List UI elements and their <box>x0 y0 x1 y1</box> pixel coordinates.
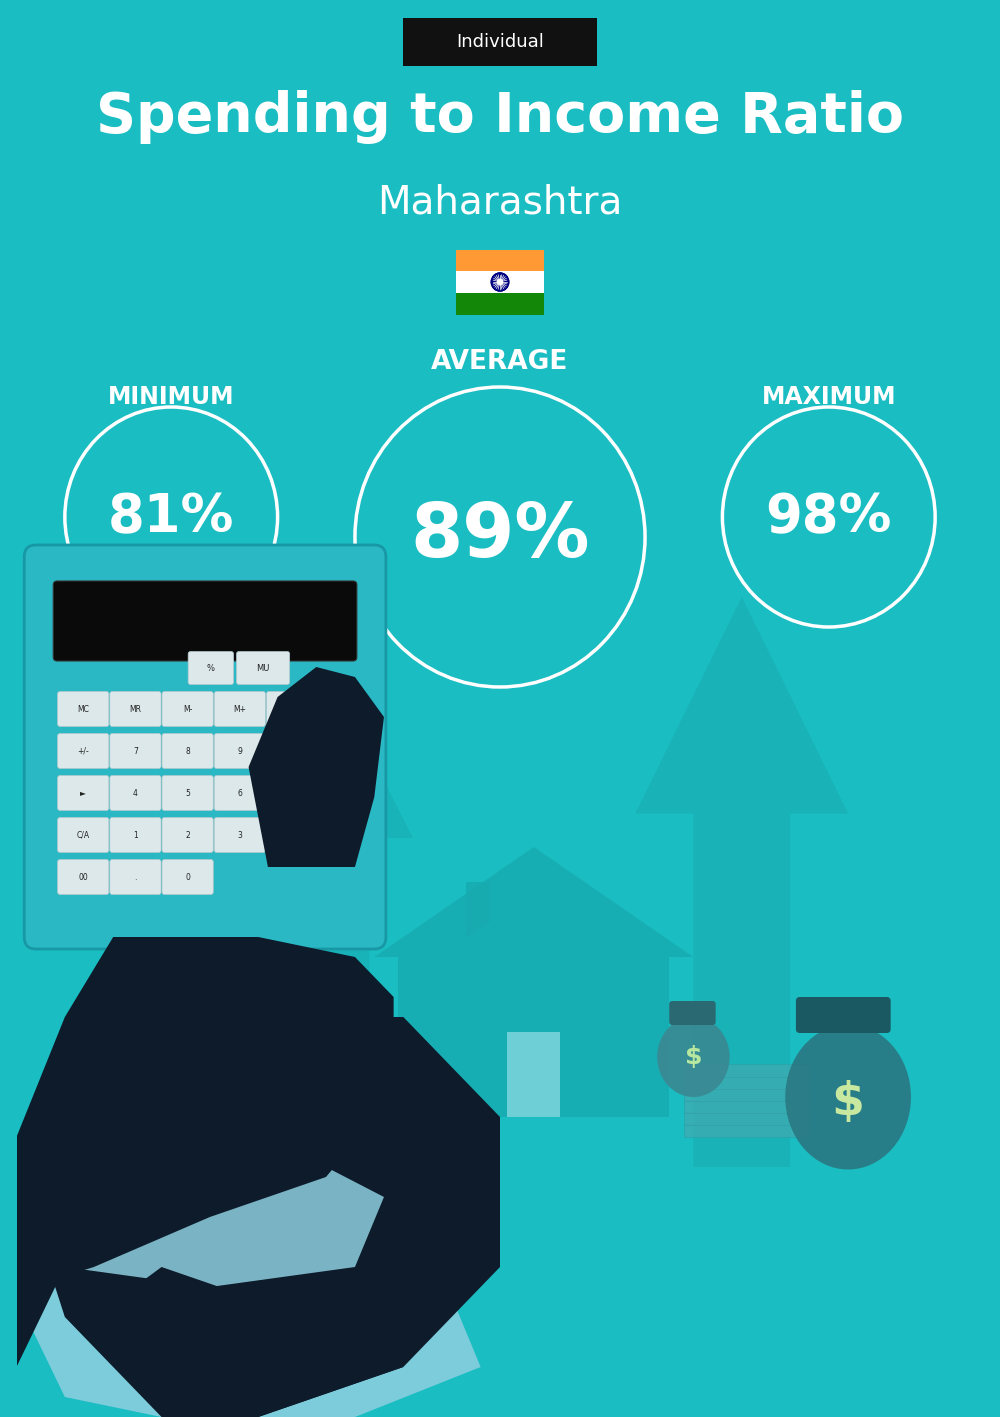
Text: 8: 8 <box>185 747 190 755</box>
FancyBboxPatch shape <box>266 734 318 768</box>
Text: MINIMUM: MINIMUM <box>108 385 234 410</box>
Text: 89%: 89% <box>410 500 590 574</box>
FancyBboxPatch shape <box>110 775 161 811</box>
FancyBboxPatch shape <box>214 734 266 768</box>
Text: -: - <box>291 788 293 798</box>
Text: AVERAGE: AVERAGE <box>431 349 569 376</box>
FancyBboxPatch shape <box>53 581 357 660</box>
FancyBboxPatch shape <box>58 734 109 768</box>
Polygon shape <box>94 1267 403 1417</box>
Text: M+: M+ <box>233 704 246 714</box>
FancyBboxPatch shape <box>110 860 161 894</box>
Text: MU: MU <box>256 663 270 673</box>
Circle shape <box>491 273 509 290</box>
Text: %: % <box>207 663 215 673</box>
Polygon shape <box>0 1136 384 1287</box>
Text: MR: MR <box>129 704 141 714</box>
Circle shape <box>498 279 502 285</box>
FancyBboxPatch shape <box>456 249 544 271</box>
Polygon shape <box>0 1136 113 1367</box>
FancyBboxPatch shape <box>684 1112 809 1125</box>
FancyBboxPatch shape <box>266 775 318 811</box>
FancyBboxPatch shape <box>162 860 213 894</box>
Polygon shape <box>16 1017 500 1417</box>
FancyBboxPatch shape <box>456 293 544 315</box>
Text: 2: 2 <box>185 830 190 839</box>
FancyBboxPatch shape <box>110 734 161 768</box>
Text: 81%: 81% <box>108 492 234 543</box>
FancyBboxPatch shape <box>58 860 109 894</box>
Text: 9: 9 <box>237 747 242 755</box>
Text: Maharashtra: Maharashtra <box>377 183 623 221</box>
Polygon shape <box>249 667 384 867</box>
FancyBboxPatch shape <box>162 775 213 811</box>
Text: 6: 6 <box>237 788 242 798</box>
Polygon shape <box>374 847 693 956</box>
FancyBboxPatch shape <box>214 775 266 811</box>
Text: ►: ► <box>80 788 86 798</box>
Polygon shape <box>0 937 394 1316</box>
Text: MC: MC <box>77 704 89 714</box>
FancyBboxPatch shape <box>236 652 290 684</box>
FancyBboxPatch shape <box>266 691 318 727</box>
FancyBboxPatch shape <box>110 691 161 727</box>
FancyBboxPatch shape <box>684 1088 809 1101</box>
Text: $: $ <box>832 1080 865 1125</box>
FancyBboxPatch shape <box>162 734 213 768</box>
Text: 4: 4 <box>133 788 138 798</box>
FancyBboxPatch shape <box>796 998 891 1033</box>
FancyBboxPatch shape <box>456 271 544 293</box>
FancyBboxPatch shape <box>162 691 213 727</box>
FancyBboxPatch shape <box>24 546 386 949</box>
Text: 3: 3 <box>237 830 242 839</box>
Polygon shape <box>16 1237 481 1417</box>
FancyBboxPatch shape <box>214 691 266 727</box>
Text: 98%: 98% <box>766 492 892 543</box>
Ellipse shape <box>657 1017 730 1097</box>
Text: +/-: +/- <box>77 747 89 755</box>
Ellipse shape <box>785 1024 911 1169</box>
Text: MAXIMUM: MAXIMUM <box>762 385 896 410</box>
Text: 7: 7 <box>133 747 138 755</box>
Text: Individual: Individual <box>456 33 544 51</box>
Polygon shape <box>398 956 669 1117</box>
FancyBboxPatch shape <box>684 1064 809 1077</box>
Text: 5: 5 <box>185 788 190 798</box>
Text: M-: M- <box>183 704 192 714</box>
Text: 1: 1 <box>133 830 138 839</box>
Polygon shape <box>239 667 413 1117</box>
FancyBboxPatch shape <box>58 818 109 853</box>
FancyBboxPatch shape <box>403 18 597 67</box>
Text: :: : <box>291 704 293 714</box>
Text: .: . <box>134 873 137 881</box>
FancyBboxPatch shape <box>684 1100 809 1112</box>
Text: C/A: C/A <box>77 830 90 839</box>
FancyBboxPatch shape <box>507 1032 560 1117</box>
FancyBboxPatch shape <box>669 1000 716 1024</box>
FancyBboxPatch shape <box>58 775 109 811</box>
FancyBboxPatch shape <box>110 818 161 853</box>
Polygon shape <box>635 597 848 1168</box>
FancyBboxPatch shape <box>684 1076 809 1090</box>
Text: 00: 00 <box>78 873 88 881</box>
Text: 0: 0 <box>185 873 190 881</box>
Text: x: x <box>290 747 294 755</box>
FancyBboxPatch shape <box>162 818 213 853</box>
Text: Spending to Income Ratio: Spending to Income Ratio <box>96 91 904 145</box>
FancyBboxPatch shape <box>58 691 109 727</box>
Polygon shape <box>466 881 490 937</box>
FancyBboxPatch shape <box>214 818 266 853</box>
FancyBboxPatch shape <box>684 1124 809 1136</box>
FancyBboxPatch shape <box>188 652 234 684</box>
Text: $: $ <box>685 1044 702 1068</box>
